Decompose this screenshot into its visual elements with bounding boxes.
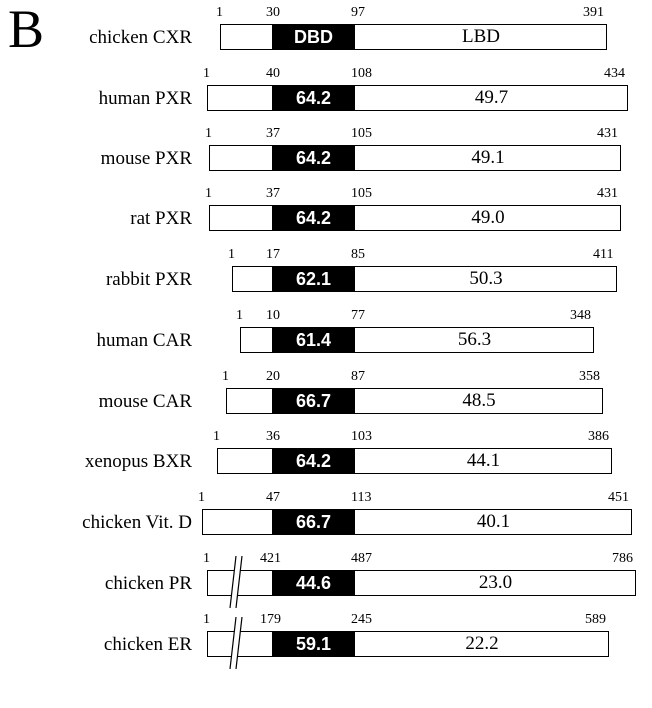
dbd-end-position: 487 <box>351 551 372 566</box>
protein-name: chicken PR <box>104 573 192 594</box>
lbd-label: 48.5 <box>462 390 496 411</box>
dbd-block: 66.7 <box>272 509 355 535</box>
end-position: 411 <box>593 247 614 262</box>
end-position: 786 <box>612 551 633 566</box>
start-position: 1 <box>203 551 210 566</box>
lbd-label: 44.1 <box>466 450 501 471</box>
dbd-block: 44.6 <box>272 570 355 596</box>
lbd-label: 23.0 <box>478 572 513 593</box>
start-position: 1 <box>213 429 220 444</box>
end-position: 348 <box>570 308 591 323</box>
lbd-label: 40.1 <box>476 511 511 532</box>
lbd-label: 56.3 <box>457 329 492 350</box>
dbd-start-position: 36 <box>266 429 280 444</box>
end-position: 431 <box>597 186 618 201</box>
protein-name: human CAR <box>96 330 192 351</box>
protein-row: mouse CAR 66.7 48.5 1 20 87 358 <box>0 366 652 426</box>
end-position: 358 <box>579 369 600 384</box>
protein-row: rat PXR 64.2 49.0 1 37 105 431 <box>0 183 652 243</box>
protein-row: rabbit PXR 62.1 50.3 1 17 85 411 <box>0 244 652 304</box>
dbd-end-position: 105 <box>351 126 372 141</box>
panel-letter: B <box>8 0 45 59</box>
dbd-block: 64.2 <box>272 145 355 171</box>
lbd-label: 50.3 <box>469 268 503 289</box>
protein-row: chicken CXR DBD LBD 1 30 97 391 <box>0 2 652 62</box>
dbd-block: 59.1 <box>272 631 355 657</box>
protein-row: chicken Vit. D 66.7 40.1 1 47 113 451 <box>0 487 652 547</box>
dbd-end-position: 87 <box>351 369 365 384</box>
dbd-start-position: 47 <box>266 490 280 505</box>
dbd-block: DBD <box>272 24 355 50</box>
end-position: 589 <box>585 612 606 627</box>
lbd-label: 49.7 <box>474 87 509 108</box>
protein-name: xenopus BXR <box>84 451 192 472</box>
start-position: 1 <box>216 5 223 20</box>
end-position: 386 <box>588 429 609 444</box>
dbd-block: 64.2 <box>272 448 355 474</box>
start-position: 1 <box>222 369 229 384</box>
dbd-block: 61.4 <box>272 327 355 353</box>
end-position: 451 <box>608 490 629 505</box>
dbd-start-position: 30 <box>266 5 280 20</box>
dbd-block: 66.7 <box>272 388 355 414</box>
dbd-start-position: 40 <box>266 66 280 81</box>
lbd-label: 22.2 <box>465 633 499 654</box>
dbd-end-position: 108 <box>351 66 372 81</box>
dbd-start-position: 37 <box>266 186 280 201</box>
protein-row: chicken ER 59.1 22.2 1 179 245 589 <box>0 609 652 669</box>
dbd-end-position: 105 <box>351 186 372 201</box>
lbd-label: LBD <box>462 26 500 47</box>
end-position: 391 <box>583 5 604 20</box>
dbd-end-position: 77 <box>351 308 365 323</box>
start-position: 1 <box>203 612 210 627</box>
protein-name: rabbit PXR <box>105 269 192 290</box>
end-position: 431 <box>597 126 618 141</box>
dbd-end-position: 103 <box>351 429 372 444</box>
protein-name: mouse PXR <box>100 148 192 169</box>
start-position: 1 <box>203 66 210 81</box>
dbd-end-position: 245 <box>351 612 372 627</box>
start-position: 1 <box>236 308 243 323</box>
protein-row: human CAR 61.4 56.3 1 10 77 348 <box>0 305 652 365</box>
dbd-start-position: 10 <box>266 308 280 323</box>
protein-name: human PXR <box>98 88 192 109</box>
sequence-break-mark <box>229 617 243 669</box>
protein-name: chicken CXR <box>89 27 192 48</box>
start-position: 1 <box>198 490 205 505</box>
protein-row: xenopus BXR 64.2 44.1 1 36 103 386 <box>0 426 652 486</box>
start-position: 1 <box>205 186 212 201</box>
protein-name: chicken Vit. D <box>82 512 192 533</box>
dbd-block: 62.1 <box>272 266 355 292</box>
dbd-end-position: 85 <box>351 247 365 262</box>
protein-row: chicken PR 44.6 23.0 1 421 487 786 <box>0 548 652 608</box>
end-position: 434 <box>604 66 625 81</box>
dbd-block: 64.2 <box>272 205 355 231</box>
dbd-start-position: 20 <box>266 369 280 384</box>
lbd-label: 49.1 <box>471 147 505 168</box>
protein-name: chicken ER <box>103 634 192 655</box>
protein-name: mouse CAR <box>98 391 192 412</box>
protein-row: mouse PXR 64.2 49.1 1 37 105 431 <box>0 123 652 183</box>
protein-row: human PXR 64.2 49.7 1 40 108 434 <box>0 63 652 123</box>
protein-name: rat PXR <box>130 208 192 229</box>
dbd-start-position: 421 <box>260 551 281 566</box>
dbd-end-position: 97 <box>351 5 365 20</box>
dbd-end-position: 113 <box>351 490 372 505</box>
dbd-start-position: 179 <box>260 612 281 627</box>
dbd-block: 64.2 <box>272 85 355 111</box>
dbd-start-position: 17 <box>266 247 280 262</box>
lbd-label: 49.0 <box>471 207 505 228</box>
dbd-start-position: 37 <box>266 126 280 141</box>
sequence-break-mark <box>229 556 243 608</box>
start-position: 1 <box>205 126 212 141</box>
start-position: 1 <box>228 247 235 262</box>
